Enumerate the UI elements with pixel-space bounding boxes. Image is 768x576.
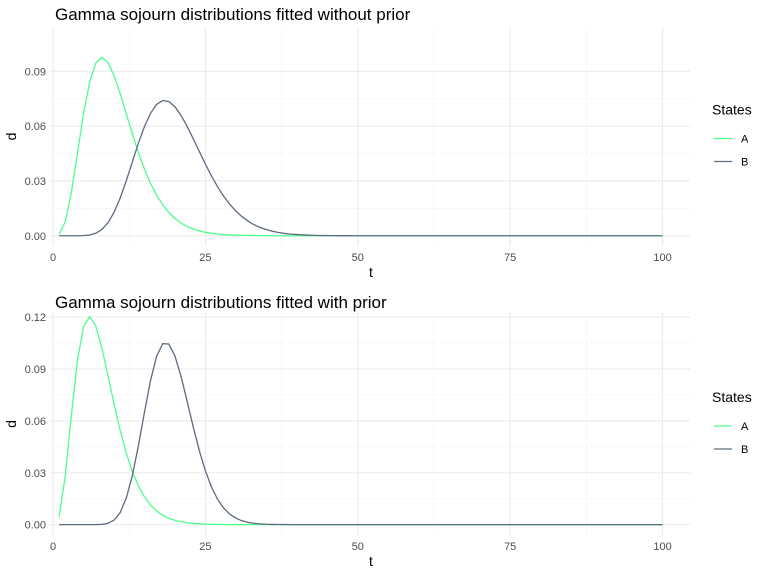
legend-title: States xyxy=(712,102,752,118)
panel-2: 0 25 50 75 100 0.00 0.03 0.06 0.09 0.12 Gamma sojo… xyxy=(3,293,752,569)
y-tick-label: 0.00 xyxy=(25,520,46,532)
y-tick-label: 0.12 xyxy=(25,312,46,324)
y-tick-label: 0.09 xyxy=(25,66,46,78)
x-tick-label: 50 xyxy=(352,252,364,264)
y-tick-label: 0.00 xyxy=(25,231,46,243)
legend: States AB xyxy=(712,389,752,456)
y-axis-title: d xyxy=(3,420,19,428)
y-axis-title: d xyxy=(3,133,19,141)
x-tick-label: 100 xyxy=(653,252,671,264)
x-tick-label: 0 xyxy=(50,252,56,264)
legend-label-B: B xyxy=(741,157,748,169)
y-tick-label: 0.06 xyxy=(25,416,46,428)
legend-label-B: B xyxy=(741,444,748,456)
legend-label-A: A xyxy=(741,134,749,146)
chart-title: Gamma sojourn distributions fitted witho… xyxy=(55,5,411,24)
y-tick-label: 0.03 xyxy=(25,176,46,188)
legend-label-A: A xyxy=(741,421,749,433)
legend: States AB xyxy=(712,102,752,169)
y-tick-label: 0.06 xyxy=(25,121,46,133)
y-tick-label: 0.03 xyxy=(25,468,46,480)
series-line-B xyxy=(59,99,663,237)
x-tick-label: 75 xyxy=(504,541,516,553)
x-tick-label: 25 xyxy=(199,252,211,264)
x-axis-title: t xyxy=(369,264,373,280)
panel-1: 0 25 50 75 100 0.00 0.03 0.06 0.09 Gamma sojourn … xyxy=(3,5,752,280)
legend-title: States xyxy=(712,389,752,405)
x-tick-label: 75 xyxy=(504,252,516,264)
series-line-A xyxy=(58,56,663,237)
x-tick-label: 100 xyxy=(653,541,671,553)
series-line-B xyxy=(59,342,663,526)
chart-title: Gamma sojourn distributions fitted with … xyxy=(55,293,387,312)
x-axis-title: t xyxy=(369,553,373,569)
y-tick-label: 0.09 xyxy=(25,364,46,376)
x-tick-label: 50 xyxy=(352,541,364,553)
x-tick-label: 25 xyxy=(199,541,211,553)
x-tick-label: 0 xyxy=(50,541,56,553)
